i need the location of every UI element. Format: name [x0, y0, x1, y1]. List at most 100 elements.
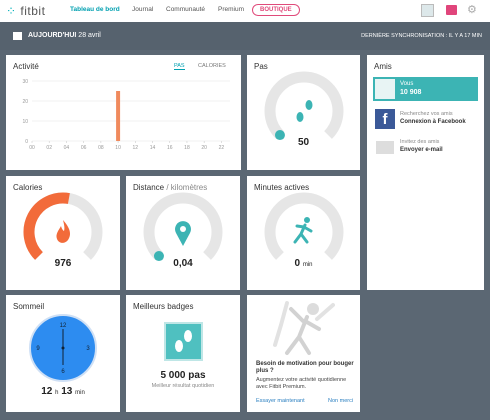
tile-title: Pas	[254, 62, 268, 71]
gauge-fill	[23, 192, 70, 260]
minutes: 13	[61, 386, 73, 397]
badge-caption: Meilleur résultat quotidien	[151, 383, 215, 389]
y-tick-label: 10	[22, 119, 28, 125]
foot-icon	[296, 112, 304, 122]
date-bar: AUJOURD'HUI 28 avril DERNIÈRE SYNCHRONIS…	[0, 22, 490, 50]
foot	[184, 330, 192, 342]
nav-link[interactable]: Premium	[218, 6, 245, 13]
tile-title: Minutes actives	[254, 183, 310, 192]
facebook-icon: f	[375, 109, 395, 129]
hours: 12	[41, 386, 53, 397]
gauge-track	[264, 71, 344, 139]
footprints	[175, 330, 192, 352]
avatar[interactable]	[421, 4, 434, 17]
messages-icon[interactable]	[446, 5, 457, 15]
you-steps: 10 908	[400, 89, 422, 96]
badges-tile: Meilleurs badges 5 000 pas Meilleur résu…	[126, 295, 240, 412]
today: AUJOURD'HUI	[28, 32, 77, 39]
nav-link[interactable]: Communauté	[166, 6, 206, 13]
badge-icon	[164, 322, 203, 361]
avatar	[375, 79, 395, 99]
sync-status: DERNIÈRE SYNCHRONISATION : IL Y A 17 MIN	[361, 33, 482, 39]
tile-title: Calories	[13, 183, 43, 192]
dismiss-link[interactable]: Non merci	[328, 398, 354, 404]
minutes-tile: Minutes actives 0 min	[247, 176, 360, 290]
gauge-track	[264, 192, 344, 260]
calories-tile: Calories 976	[6, 176, 120, 290]
x-tick-label: 14	[150, 145, 156, 151]
gauge	[143, 192, 223, 262]
tile-title: Meilleurs badges	[133, 302, 194, 311]
distance-value: 0,04	[173, 258, 193, 269]
activity-chart: 0 10 20 30 00 02 04 06 08 10 12 14 16 18 20 22	[22, 79, 230, 151]
gauge-track	[143, 192, 223, 260]
foot-icon	[305, 100, 313, 110]
value: 0	[294, 258, 301, 269]
toggle-option[interactable]: PAS	[174, 63, 185, 70]
logo-dots: ⁘	[6, 4, 17, 18]
logo-text: fitbit	[20, 4, 46, 18]
x-tick-label: 04	[64, 145, 70, 151]
friends-tile: Amis Vous 10 908 f Recherchez vos amis C…	[367, 55, 484, 290]
y-tick-label: 0	[25, 139, 28, 145]
distance-tile: Distance / kilomètres 0,04	[126, 176, 240, 290]
x-tick-label: 02	[46, 145, 52, 151]
y-tick-label: 30	[22, 79, 28, 85]
try-link[interactable]: Essayer maintenant	[256, 398, 305, 404]
shop-button[interactable]: BOUTIQUE	[252, 4, 300, 16]
you-label: Vous	[400, 81, 414, 87]
x-tick-label: 00	[29, 145, 35, 151]
gauge-dot	[274, 130, 285, 141]
tile-title: Activité	[13, 62, 39, 71]
tile-title: Distance / kilomètres	[133, 183, 207, 192]
minutes-value: 0 min	[247, 258, 360, 269]
x-tick-label: 18	[184, 145, 190, 151]
clock-center	[61, 346, 65, 350]
top-bar: ⁘ fitbit Tableau de bord Journal Communa…	[0, 0, 490, 22]
facebook-link[interactable]: Connexion à Facebook	[400, 119, 466, 125]
promo-title: Besoin de motivation pour bouger plus ?	[256, 361, 354, 374]
you-row[interactable]: Vous 10 908	[373, 77, 478, 101]
flame-icon	[56, 220, 71, 243]
x-tick-label: 22	[219, 145, 225, 151]
title: Distance	[133, 183, 165, 192]
premium-illustration	[273, 301, 335, 355]
calendar-icon	[13, 32, 22, 40]
x-tick-label: 16	[167, 145, 173, 151]
tile-title: Amis	[374, 62, 392, 71]
gauge	[264, 192, 344, 260]
nav-link[interactable]: Tableau de bord	[70, 6, 120, 13]
hint: Recherchez vos amis	[400, 111, 453, 117]
clock-number: 6	[61, 369, 65, 375]
x-tick-label: 20	[201, 145, 207, 151]
nav-link[interactable]: Journal	[132, 6, 154, 13]
steps-value: 50	[297, 137, 310, 148]
x-tick-label: 10	[115, 145, 121, 151]
sleep-tile: Sommeil 12 3 6 9 12 h 13 min	[6, 295, 120, 412]
runner-head	[304, 217, 310, 223]
clock-number: 12	[60, 323, 67, 329]
clock: 12 3 6 9	[29, 314, 97, 382]
unit: h	[55, 390, 59, 396]
logo[interactable]: ⁘ fitbit	[6, 4, 45, 18]
sleep-value: 12 h 13 min	[6, 386, 120, 397]
gauge	[23, 192, 103, 260]
date-text: 28 avril	[78, 32, 101, 39]
unit: min	[302, 262, 313, 268]
runner-body	[293, 223, 313, 244]
steps-tile: Pas 50	[247, 55, 360, 170]
settings-icon[interactable]: ⚙	[467, 4, 477, 16]
clock-number: 3	[86, 346, 90, 352]
toggle-option[interactable]: CALORIES	[198, 63, 226, 69]
clock-number: 9	[36, 346, 40, 352]
y-tick-label: 20	[22, 99, 28, 105]
pin-icon	[175, 221, 191, 246]
unit: min	[75, 390, 85, 396]
x-tick-label: 06	[81, 145, 87, 151]
mail-link[interactable]: Envoyer e-mail	[400, 147, 443, 153]
x-tick-label: 08	[98, 145, 104, 151]
hint: Invitez des amis	[400, 139, 440, 145]
x-tick-label: 12	[133, 145, 139, 151]
gauge-dot	[153, 251, 164, 262]
